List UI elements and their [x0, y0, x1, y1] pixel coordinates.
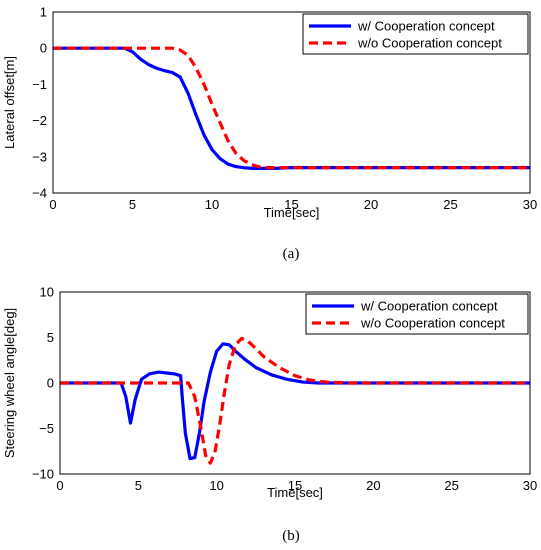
x-tick-label: 0 [56, 478, 63, 493]
x-tick-label: 20 [364, 197, 378, 212]
y-axis-label: Steering wheel angle[deg] [2, 308, 17, 458]
y-tick-label: −2 [32, 113, 47, 128]
x-tick-label: 10 [209, 478, 223, 493]
x-tick-label: 15 [284, 197, 298, 212]
legend-label-without-cooperation: w/o Cooperation concept [360, 316, 505, 331]
y-tick-label: 10 [40, 285, 54, 300]
legend-label-with-cooperation: w/ Cooperation concept [357, 19, 495, 34]
legend-box [305, 293, 529, 335]
y-tick-label: 1 [40, 5, 47, 20]
legend: w/ Cooperation concept w/o Cooperation c… [302, 13, 529, 55]
axes-frame [52, 11, 531, 194]
legend-label-with-cooperation: w/ Cooperation concept [360, 299, 498, 314]
series-lines [53, 46, 530, 170]
legend-label-without-cooperation: w/o Cooperation concept [357, 36, 502, 51]
y-tick-label: −4 [32, 186, 47, 201]
series-line-w-o-cooperation-concept [53, 46, 530, 170]
x-tick-label: 20 [366, 478, 380, 493]
series-line-w-cooperation-concept [60, 342, 530, 461]
x-tick-label: 30 [523, 197, 537, 212]
y-tick-label: 0 [47, 376, 54, 391]
x-tick-label: 25 [443, 197, 457, 212]
y-tick-label: −5 [39, 421, 54, 436]
x-tick-label: 30 [523, 478, 537, 493]
y-tick-label: −10 [32, 467, 54, 482]
panel-caption: (b) [282, 528, 300, 544]
y-tick-label: −1 [32, 77, 47, 92]
series-lines [60, 336, 530, 465]
chart-panel-b: 0 5 10 15 20 25 30 −10 −5 0 5 10 w/ Cooperation con… [2, 285, 537, 545]
panel-caption: (a) [283, 246, 300, 262]
legend: w/ Cooperation concept w/o Cooperation c… [305, 293, 529, 335]
y-tick-label: 0 [40, 41, 47, 56]
axes-frame [59, 291, 531, 475]
x-tick-label: 5 [135, 478, 142, 493]
y-tick-label: −3 [32, 149, 47, 164]
x-tick-label: 5 [129, 197, 136, 212]
x-axis-label: Time[sec] [267, 485, 323, 500]
legend-box [302, 13, 529, 55]
x-axis-label: Time[sec] [264, 205, 320, 220]
x-tick-label: 15 [288, 478, 302, 493]
y-axis-label: Lateral offset[m] [2, 56, 17, 149]
chart-panel-a: 0 5 10 15 20 25 30 −4 −3 −2 −1 0 1 w/ Cooperation co… [2, 5, 537, 263]
x-tick-label: 0 [49, 197, 56, 212]
y-tick-label: 5 [47, 330, 54, 345]
series-line-w-o-cooperation-concept [60, 336, 530, 465]
x-tick-label: 25 [444, 478, 458, 493]
x-tick-label: 10 [205, 197, 219, 212]
